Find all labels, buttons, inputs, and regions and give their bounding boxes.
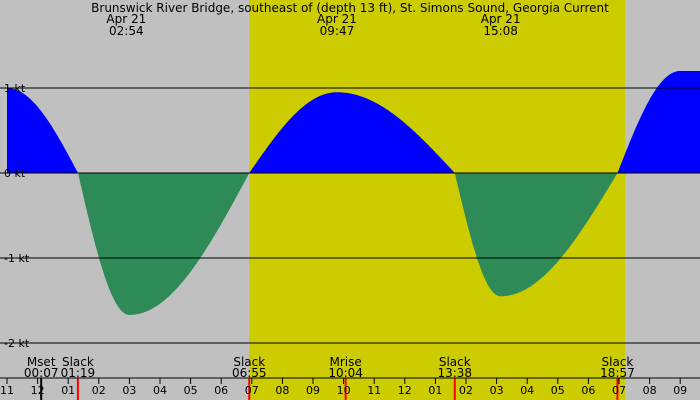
y-tick-label: -1 kt (4, 252, 30, 265)
y-tick-label: -2 kt (4, 337, 30, 350)
bottom-event-label: Mrise (330, 355, 362, 369)
x-tick-label: 05 (551, 384, 565, 397)
x-tick-label: 11 (367, 384, 381, 397)
x-tick-label: 10 (337, 384, 351, 397)
ebb-area (78, 173, 249, 315)
top-event-time: 15:08 (483, 24, 518, 38)
ebb-area (455, 173, 618, 297)
x-tick-label: 06 (581, 384, 595, 397)
x-tick-label: 03 (490, 384, 504, 397)
chart-title: Brunswick River Bridge, southeast of (de… (91, 1, 609, 15)
bottom-event-label: Slack (439, 355, 471, 369)
x-tick-label: 03 (122, 384, 136, 397)
x-tick-label: 01 (428, 384, 442, 397)
x-tick-label: 02 (459, 384, 473, 397)
x-tick-label: 04 (153, 384, 167, 397)
top-event-time: 09:47 (320, 24, 355, 38)
bottom-event-time: 06:55 (232, 366, 267, 380)
top-event-date: Apr 21 (317, 12, 357, 26)
x-tick-label: 04 (520, 384, 534, 397)
x-tick-label: 11 (0, 384, 14, 397)
y-tick-label: 1 kt (4, 82, 26, 95)
x-tick-label: 09 (673, 384, 687, 397)
flood-area (617, 71, 700, 173)
top-event-date: Apr 21 (481, 12, 521, 26)
x-tick-label: 05 (184, 384, 198, 397)
x-tick-label: 07 (612, 384, 626, 397)
bottom-event-label: Slack (602, 355, 634, 369)
top-event-date: Apr 21 (106, 12, 146, 26)
bottom-event-time: 01:19 (61, 366, 96, 380)
flood-area (7, 88, 78, 173)
bottom-event-label: Mset (27, 355, 56, 369)
x-tick-label: 09 (306, 384, 320, 397)
x-tick-label: 06 (214, 384, 228, 397)
x-tick-label: 12 (398, 384, 412, 397)
x-tick-label: 02 (92, 384, 106, 397)
grid-lines: 1 kt 0 kt -1 kt -2 kt (0, 82, 700, 350)
bottom-event-time: 13:38 (437, 366, 472, 380)
x-tick-label: 01 (61, 384, 75, 397)
x-tick-label: 07 (245, 384, 259, 397)
current-curve (7, 71, 700, 315)
bottom-event-time: 10:04 (328, 366, 363, 380)
x-tick-label: 08 (643, 384, 657, 397)
top-event-time: 02:54 (109, 24, 144, 38)
x-tick-label: 08 (275, 384, 289, 397)
x-tick-label: 12 (31, 384, 45, 397)
bottom-event-labels: Mset00:07Slack01:19Slack06:55Mrise10:04S… (24, 355, 635, 400)
x-axis: 11 12 01 02 03 04 05 06 07 08 09 10 11 12 01 02 03 04 05 06… (0, 377, 700, 397)
bottom-event-time: 00:07 (24, 366, 59, 380)
flood-area (249, 92, 455, 173)
bottom-event-label: Slack (233, 355, 265, 369)
bottom-event-label: Slack (62, 355, 94, 369)
y-tick-label: 0 kt (4, 167, 26, 180)
bottom-event-time: 18:57 (600, 366, 635, 380)
